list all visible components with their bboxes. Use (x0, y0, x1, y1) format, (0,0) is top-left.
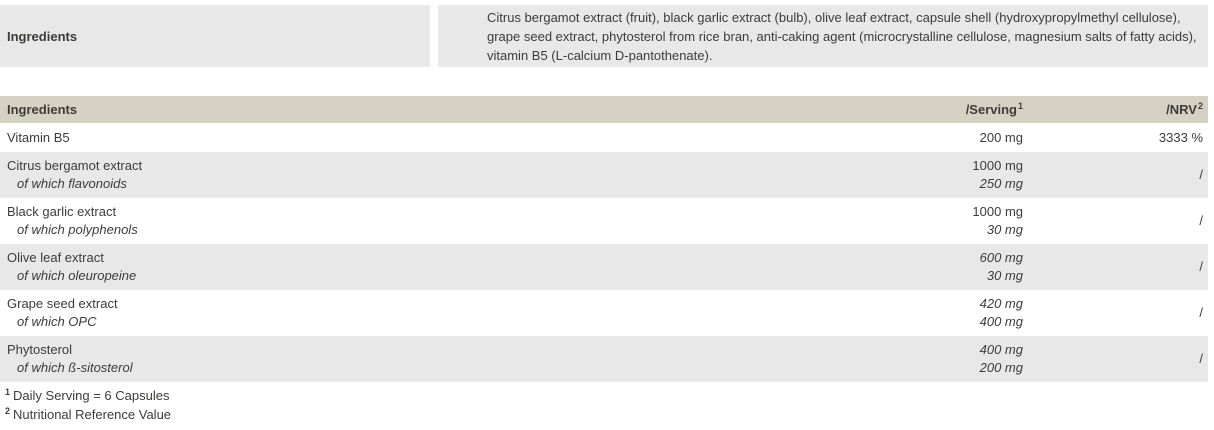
ingredients-summary-label: Ingredients (0, 5, 430, 67)
serving-sub-value: 400 mg (979, 314, 1023, 329)
serving-value: 200 mg (979, 130, 1023, 145)
serving-cell: 420 mg 400 mg (783, 295, 1023, 331)
ingredient-name: Olive leaf extract (7, 250, 104, 265)
nrv-value: / (1199, 213, 1203, 228)
table-row: Grape seed extract of which OPC 420 mg 4… (0, 290, 1208, 336)
footnotes: 1 Daily Serving = 6 Capsules 2 Nutritional… (0, 386, 1208, 424)
spacer (0, 67, 1208, 96)
header-serving-footnote-marker: 1 (1017, 100, 1023, 111)
serving-sub-value: 250 mg (979, 176, 1023, 191)
nrv-value: 3333 % (1158, 130, 1203, 145)
ingredient-name-cell: Citrus bergamot extract of which flavono… (0, 157, 783, 193)
serving-value: 1000 mg (972, 158, 1023, 173)
footnote-text: Nutritional Reference Value (13, 407, 172, 422)
ingredient-name-cell: Olive leaf extract of which oleuropeine (0, 249, 783, 285)
serving-cell: 400 mg 200 mg (783, 341, 1023, 377)
footnote-nrv: 2 Nutritional Reference Value (5, 405, 1208, 424)
header-nrv-footnote-marker: 2 (1197, 100, 1203, 111)
serving-value: 1000 mg (972, 204, 1023, 219)
serving-sub-value: 200 mg (979, 360, 1023, 375)
table-row: Vitamin B5 200 mg 3333 % (0, 123, 1208, 152)
table-row: Olive leaf extract of which oleuropeine … (0, 244, 1208, 290)
ingredient-sub-name: of which polyphenols (17, 222, 138, 237)
nrv-value: / (1199, 351, 1203, 366)
ingredient-name-cell: Black garlic extract of which polyphenol… (0, 203, 783, 239)
ingredient-sub-name: of which ß-sitosterol (17, 360, 133, 375)
ingredient-sub-name: of which oleuropeine (17, 268, 137, 283)
ingredient-name-cell: Phytosterol of which ß-sitosterol (0, 341, 783, 377)
ingredient-name-cell: Grape seed extract of which OPC (0, 295, 783, 331)
ingredient-sub-name: of which flavonoids (17, 176, 127, 191)
ingredient-sub-name: of which OPC (17, 314, 97, 329)
footnote-marker: 1 (5, 386, 11, 397)
nrv-value: / (1199, 167, 1203, 182)
table-row: Black garlic extract of which polyphenol… (0, 198, 1208, 244)
serving-cell: 1000 mg 30 mg (783, 203, 1023, 239)
serving-cell: 600 mg 30 mg (783, 249, 1023, 285)
ingredient-name: Grape seed extract (7, 296, 118, 311)
nrv-value: / (1199, 259, 1203, 274)
nutrition-table: Ingredients /Serving1 /NRV2 Vitamin B5 2… (0, 96, 1208, 382)
footnote-serving: 1 Daily Serving = 6 Capsules (5, 386, 1208, 405)
serving-sub-value: 30 mg (986, 222, 1023, 237)
table-header-row: Ingredients /Serving1 /NRV2 (0, 96, 1208, 123)
table-row: Phytosterol of which ß-sitosterol 400 mg… (0, 336, 1208, 382)
nrv-value: / (1199, 305, 1203, 320)
header-serving: /Serving1 (965, 100, 1023, 117)
header-ingredients: Ingredients (7, 102, 78, 117)
ingredient-name: Citrus bergamot extract (7, 158, 143, 173)
ingredient-name: Phytosterol (7, 342, 73, 357)
serving-value: 400 mg (979, 342, 1023, 357)
ingredients-summary-row: Ingredients Citrus bergamot extract (fru… (0, 5, 1208, 67)
serving-value: 600 mg (979, 250, 1023, 265)
table-row: Citrus bergamot extract of which flavono… (0, 152, 1208, 198)
ingredients-summary-text: Citrus bergamot extract (fruit), black g… (487, 9, 1197, 63)
serving-sub-value: 30 mg (986, 268, 1023, 283)
footnote-marker: 2 (5, 405, 11, 416)
serving-value: 420 mg (979, 296, 1023, 311)
header-nrv: /NRV2 (1166, 100, 1203, 117)
serving-cell: 1000 mg 250 mg (783, 157, 1023, 193)
footnote-text: Daily Serving = 6 Capsules (13, 388, 170, 403)
ingredient-name: Black garlic extract (7, 204, 117, 219)
ingredients-summary-cell: Citrus bergamot extract (fruit), black g… (438, 5, 1208, 67)
ingredient-name: Vitamin B5 (7, 130, 70, 145)
